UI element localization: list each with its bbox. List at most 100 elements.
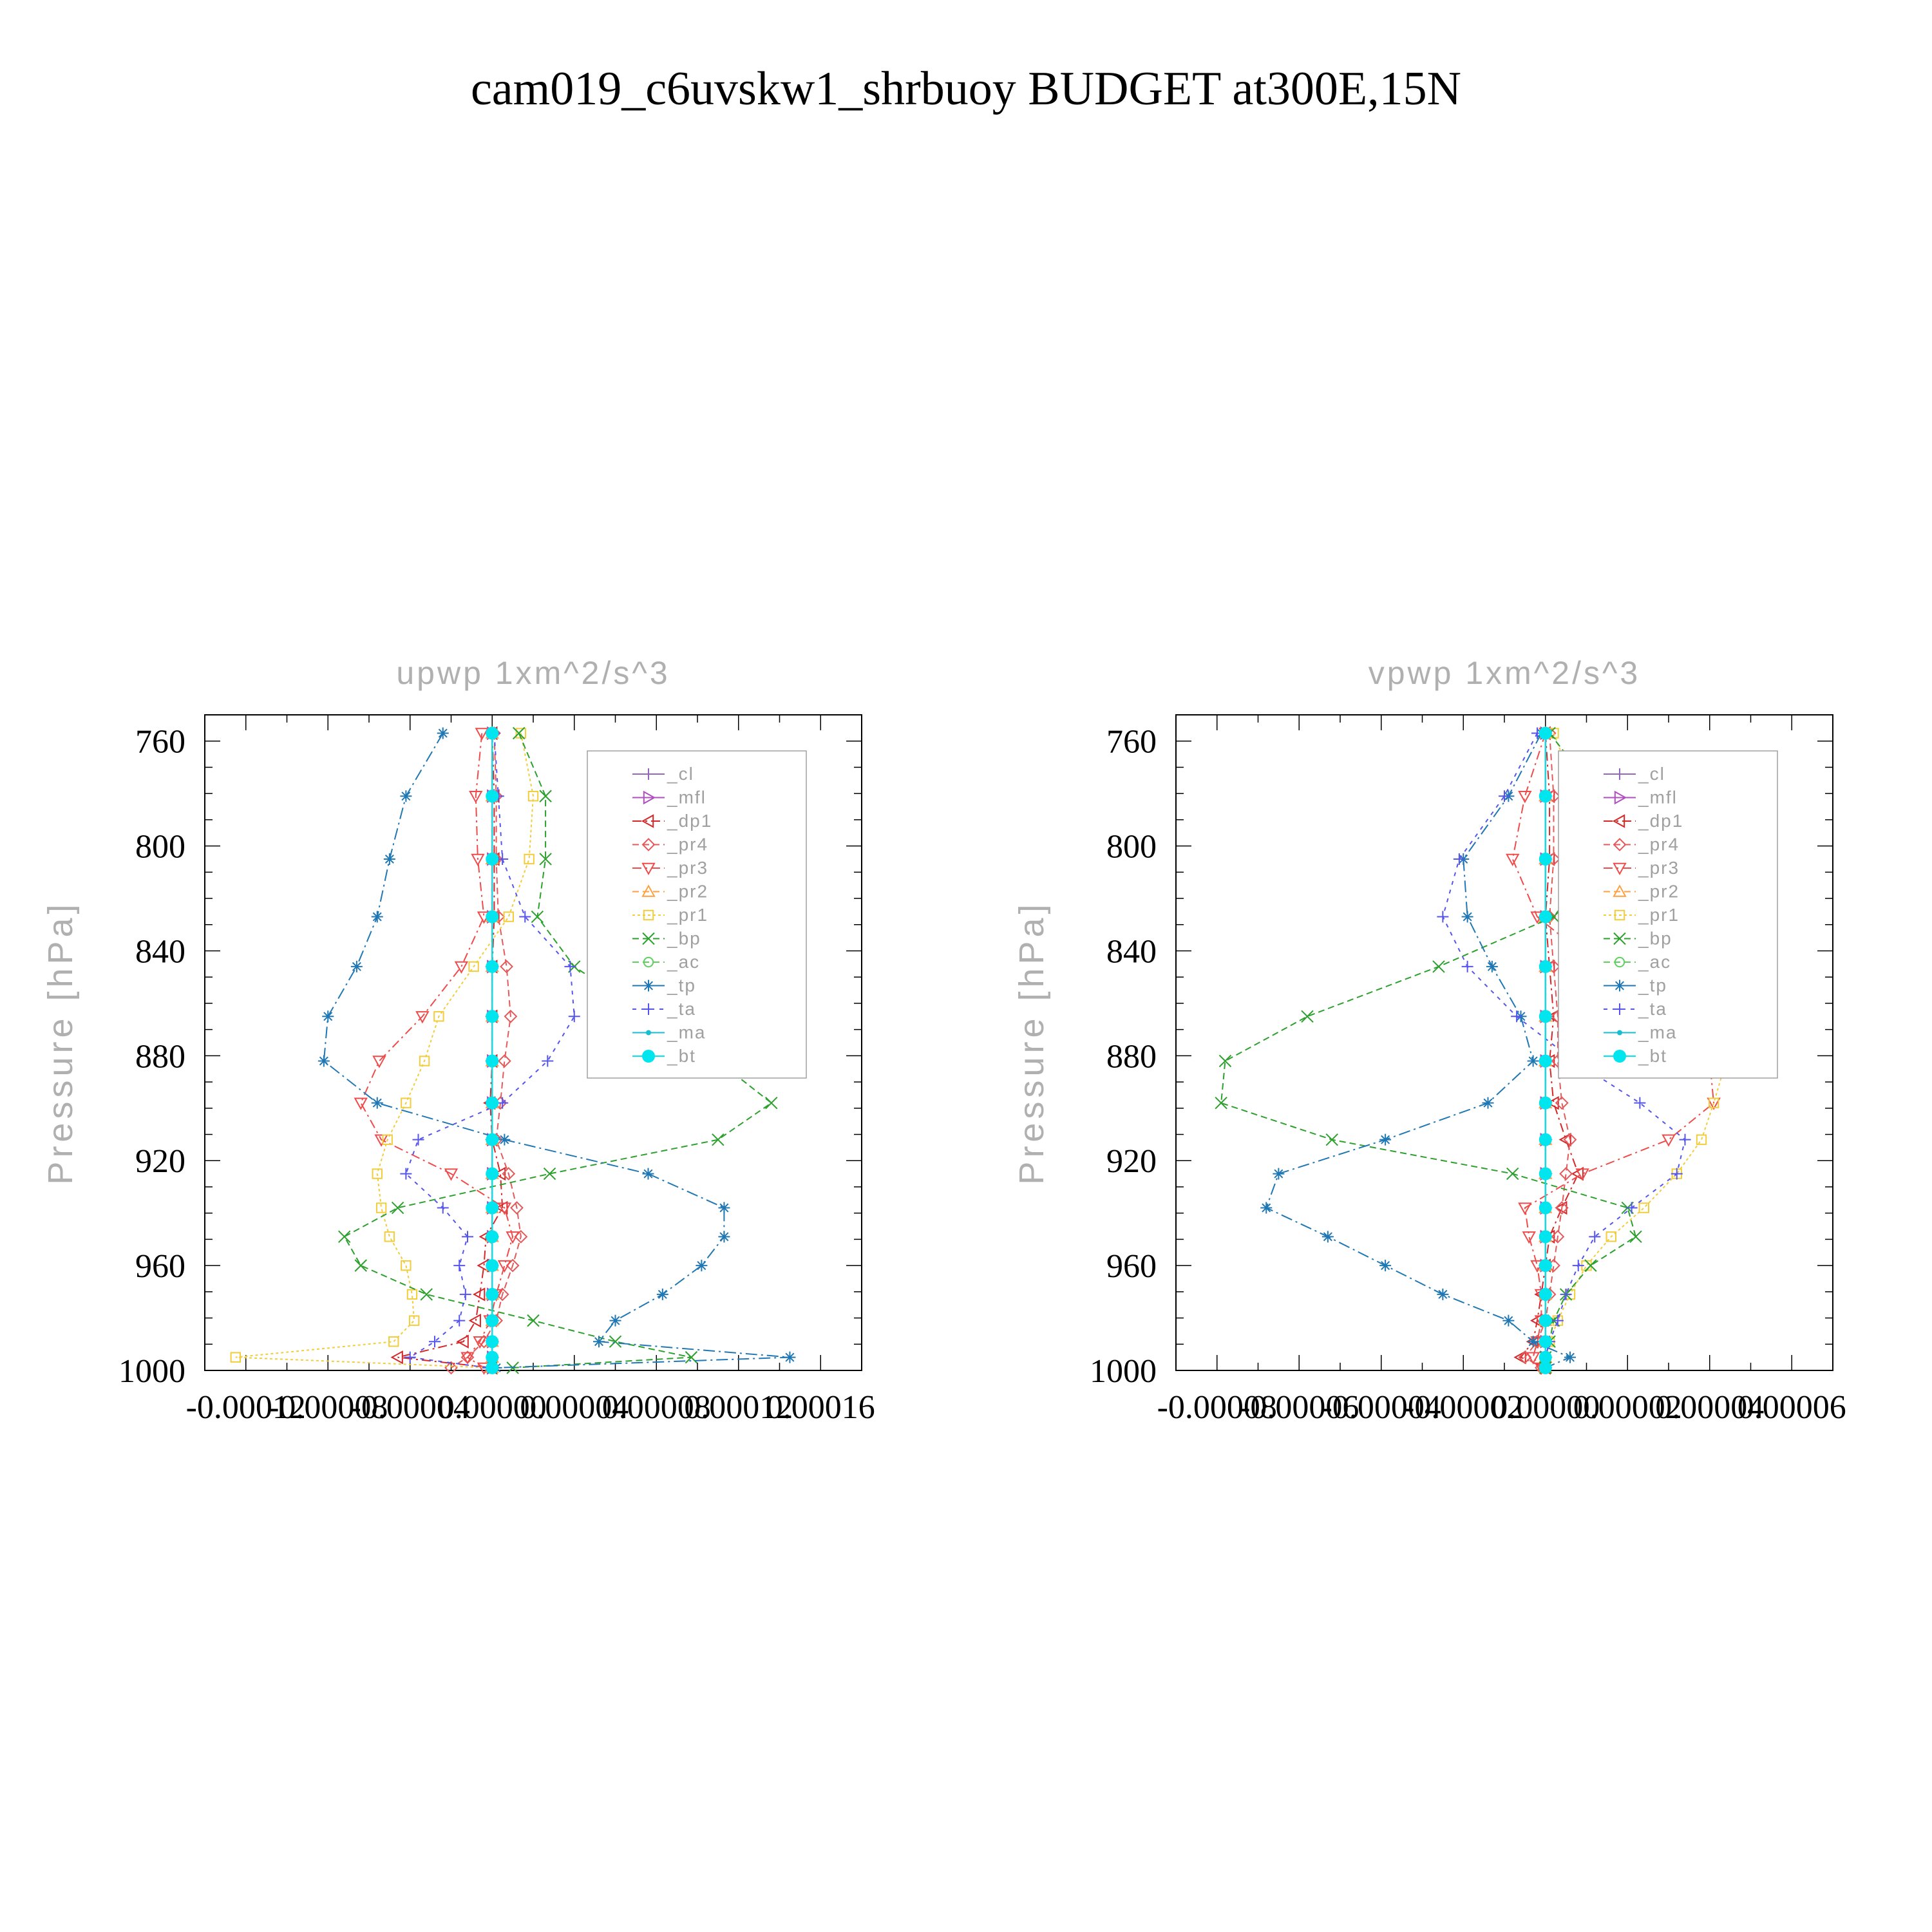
data-point <box>1499 790 1510 802</box>
data-point <box>382 1134 393 1145</box>
y-tick-label: 920 <box>1106 1143 1157 1180</box>
data-point <box>230 1352 242 1363</box>
series-bt <box>1539 726 1552 1374</box>
data-point <box>1432 960 1445 973</box>
y-axis-label: Pressure [hPa] <box>41 900 80 1184</box>
legend-item-ta: _ta <box>632 999 695 1019</box>
data-point <box>354 1097 368 1110</box>
data-point <box>506 1231 520 1244</box>
x-tick-label: -0.00008 <box>268 1389 388 1426</box>
data-point <box>419 1056 430 1066</box>
legend-item-mfl: _mfl <box>1604 788 1676 808</box>
data-point <box>1325 1133 1338 1146</box>
data-point <box>1551 1229 1565 1244</box>
data-point <box>1546 1095 1559 1110</box>
legend-label: _ac <box>1638 952 1671 972</box>
data-point <box>1502 1314 1515 1327</box>
legend-item-pr4: _pr4 <box>1604 835 1680 855</box>
x-tick-label: 0.00000 <box>1491 1389 1600 1426</box>
legend-marker <box>642 1050 655 1063</box>
data-point <box>371 911 383 923</box>
data-point <box>1539 726 1552 740</box>
legend: _cl _mfl _dp1 _pr4 _pr3 _pr2 _pr1 _bp _ac _tp _ta _… <box>1558 750 1778 1079</box>
data-point <box>374 1134 388 1147</box>
data-point <box>1625 1202 1638 1214</box>
data-point <box>609 1335 622 1348</box>
data-point <box>460 1352 475 1365</box>
data-point <box>388 1336 399 1347</box>
legend-marker <box>643 956 654 968</box>
data-point <box>1453 853 1465 865</box>
data-point <box>456 1334 469 1349</box>
data-point <box>512 726 526 740</box>
data-point <box>486 1259 499 1273</box>
data-point <box>500 960 513 974</box>
data-point <box>486 1054 499 1068</box>
data-point <box>527 1314 540 1327</box>
data-point <box>1551 1314 1564 1327</box>
y-tick-label: 800 <box>1106 829 1157 866</box>
data-point <box>317 1055 330 1067</box>
series-ta <box>1437 727 1691 1374</box>
data-point <box>539 790 552 802</box>
data-point <box>539 853 552 866</box>
data-point <box>429 1336 440 1348</box>
series-line <box>1265 733 1572 1368</box>
data-point <box>718 1202 730 1214</box>
data-point <box>433 1011 444 1022</box>
data-point <box>1575 1168 1589 1181</box>
legend-label: _pr4 <box>1638 835 1680 855</box>
data-point <box>1539 1133 1552 1146</box>
data-point <box>486 852 499 866</box>
data-point <box>1437 1288 1449 1300</box>
legend-marker <box>1613 838 1627 851</box>
legend-item-pr2: _pr2 <box>632 882 707 902</box>
legend-label: _pr1 <box>1638 905 1680 925</box>
data-point <box>1539 910 1552 923</box>
legend-item-ac: _ac <box>632 952 699 972</box>
y-axis-label: Pressure [hPa] <box>1012 900 1051 1184</box>
data-point <box>503 911 514 922</box>
legend-marker <box>643 768 654 780</box>
data-point <box>350 960 363 972</box>
legend-marker <box>641 862 656 876</box>
legend-item-pr3: _pr3 <box>632 858 708 878</box>
data-point <box>543 1167 556 1180</box>
legend-marker <box>643 1003 654 1015</box>
data-point <box>1563 1133 1577 1147</box>
legend-item-dp1: _dp1 <box>1604 811 1682 831</box>
series-line <box>405 733 575 1368</box>
data-point <box>1559 1167 1573 1181</box>
y-tick-label: 920 <box>135 1143 185 1180</box>
data-point <box>718 1231 730 1243</box>
data-point <box>1379 1260 1392 1272</box>
x-tick-label: -0.00008 <box>1157 1389 1277 1426</box>
data-point <box>765 1096 778 1110</box>
legend-item-dp1: _dp1 <box>632 811 712 831</box>
data-point <box>404 1351 416 1363</box>
legend-item-mfl: _mfl <box>632 788 705 808</box>
y-tick-label: 800 <box>135 829 185 866</box>
legend-label: _pr3 <box>667 858 708 878</box>
data-point <box>469 791 483 804</box>
legend-label: _dp1 <box>667 811 712 831</box>
data-point <box>459 1288 471 1300</box>
data-point <box>486 1287 499 1301</box>
data-point <box>542 1055 554 1067</box>
data-point <box>486 726 499 740</box>
data-point <box>497 1054 511 1068</box>
data-point <box>486 1361 499 1374</box>
data-point <box>475 728 489 741</box>
series-ta <box>400 727 580 1374</box>
x-tick-label: 0.00016 <box>766 1389 875 1426</box>
data-point <box>462 1231 473 1243</box>
data-point <box>1518 791 1532 804</box>
data-point <box>1218 1054 1232 1068</box>
y-tick-label: 1000 <box>118 1353 185 1390</box>
legend-marker <box>1614 909 1625 921</box>
data-point <box>1437 911 1449 923</box>
legend-marker <box>643 909 654 921</box>
y-tick-label: 840 <box>135 933 185 970</box>
data-point <box>1555 1096 1569 1110</box>
